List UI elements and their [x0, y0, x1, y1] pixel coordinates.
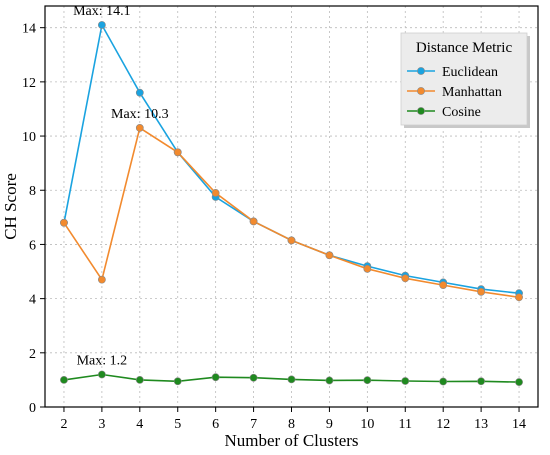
y-tick-label: 12: [22, 76, 36, 91]
y-tick-label: 2: [29, 347, 36, 362]
annotation-label: Max: 14.1: [73, 4, 131, 19]
data-point-cosine: [401, 377, 410, 385]
x-tick-label: 4: [136, 417, 143, 432]
x-tick-label: 2: [60, 417, 67, 432]
data-point-manhattan: [325, 251, 334, 260]
data-point-manhattan: [287, 236, 296, 245]
data-point-manhattan: [60, 218, 68, 227]
legend-marker-cosine: [417, 107, 425, 115]
data-point-cosine: [515, 378, 523, 386]
annotation-label: Max: 10.3: [111, 107, 169, 122]
data-point-manhattan: [363, 264, 372, 273]
x-tick-label: 11: [399, 417, 412, 432]
y-tick-label: 10: [22, 130, 36, 145]
legend-marker-manhattan: [417, 87, 425, 95]
data-point-manhattan: [97, 275, 106, 284]
data-point-manhattan: [477, 287, 486, 296]
grid: [45, 6, 538, 408]
data-point-cosine: [249, 373, 258, 382]
y-tick-label: 6: [29, 238, 36, 253]
x-tick-label: 10: [360, 417, 374, 432]
x-tick-label: 6: [212, 417, 219, 432]
y-tick-label: 0: [29, 401, 36, 416]
y-tick-label: 4: [29, 293, 36, 308]
data-point-manhattan: [249, 217, 258, 226]
data-point-manhattan: [401, 274, 410, 283]
data-point-cosine: [97, 370, 106, 379]
series-lines: [60, 21, 523, 386]
x-tick-label: 8: [288, 417, 295, 432]
legend-title: Distance Metric: [416, 40, 513, 56]
y-tick-label: 14: [22, 22, 36, 37]
x-tick-label: 12: [436, 417, 450, 432]
x-tick-label: 13: [474, 417, 488, 432]
data-point-cosine: [211, 373, 220, 382]
x-tick-label: 3: [98, 417, 105, 432]
x-tick-label: 5: [174, 417, 181, 432]
x-tick-label: 14: [512, 417, 526, 432]
x-tick-label: 9: [326, 417, 333, 432]
legend-marker-euclidean: [417, 67, 425, 75]
annotations: Max: 14.1 Max: 10.3 Max: 1.2: [73, 4, 168, 369]
data-point-cosine: [439, 377, 448, 386]
data-point-cosine: [287, 375, 296, 384]
annotation-label: Max: 1.2: [77, 353, 128, 368]
data-point-cosine: [173, 377, 182, 386]
data-point-manhattan: [173, 148, 182, 157]
y-axis-title: CH Score: [1, 173, 20, 240]
x-tick-label: 7: [250, 417, 257, 432]
data-point-manhattan: [211, 189, 220, 197]
data-point-manhattan: [135, 124, 144, 132]
data-point-cosine: [60, 376, 68, 384]
data-point-cosine: [363, 376, 372, 385]
data-point-euclidean: [135, 88, 144, 97]
legend-label-cosine: Cosine: [442, 105, 481, 120]
legend-label-manhattan: Manhattan: [442, 85, 502, 100]
data-point-cosine: [325, 376, 334, 385]
data-point-cosine: [477, 377, 486, 386]
legend: Distance Metric Euclidean Manhattan Cosine: [400, 32, 530, 128]
legend-label-euclidean: Euclidean: [442, 65, 498, 80]
data-point-manhattan: [515, 293, 523, 302]
data-point-euclidean: [97, 21, 106, 29]
axes: 2 3 4 5 6 7 8 9 10 11 12 13 14 0 2 4 6 8 10 12 14 Number of C…: [1, 5, 539, 450]
data-point-cosine: [135, 376, 144, 384]
data-point-manhattan: [439, 281, 448, 289]
x-axis-title: Number of Clusters: [224, 431, 358, 450]
y-tick-label: 8: [29, 184, 36, 199]
